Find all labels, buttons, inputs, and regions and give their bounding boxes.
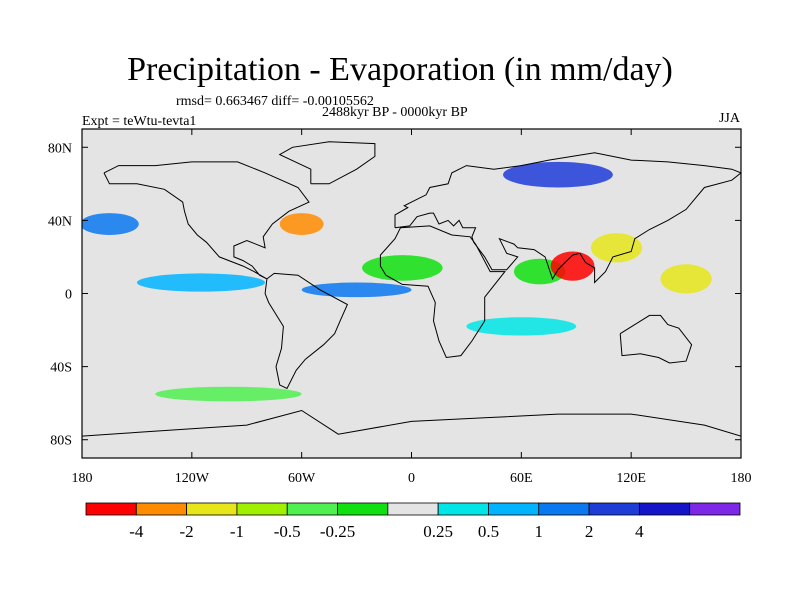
colorbar-label: 0.25 [423, 522, 453, 541]
colorbar-label: 1 [535, 522, 544, 541]
period-line: 2488kyr BP - 0000kyr BP [322, 105, 468, 120]
x-tick-label: 180 [72, 471, 93, 486]
colorbar-label: -0.5 [274, 522, 301, 541]
y-tick-label: 80N [48, 141, 72, 156]
colorbar-label: 0.5 [478, 522, 499, 541]
colorbar-swatch [337, 502, 389, 516]
colorbar-label: 4 [635, 522, 644, 541]
field-patch [503, 161, 613, 188]
field-patch [155, 386, 302, 402]
colorbar-label: -1 [230, 522, 244, 541]
y-tick-label: 40N [48, 214, 72, 229]
colorbar-label: 2 [585, 522, 594, 541]
coastline [278, 141, 376, 185]
field-patch [660, 264, 712, 294]
colorbar-swatch [286, 502, 338, 516]
colorbar-swatch [135, 502, 188, 516]
x-tick-label: 180 [731, 471, 752, 486]
colorbar-swatch [437, 502, 489, 516]
colorbar-label: -2 [180, 522, 194, 541]
coastline [103, 161, 310, 280]
field-patch [590, 233, 643, 263]
x-tick-label: 120W [175, 471, 210, 486]
axis-ticks: 180 120W 60W 0 60E 120E 180 80N 40N 0 40S 80S [48, 129, 752, 486]
colorbar-swatch [186, 502, 238, 516]
coastline [379, 225, 506, 359]
coastline [264, 272, 349, 390]
stats-line: rmsd= 0.663467 diff= -0.00105562 [176, 94, 374, 109]
colorbar-swatch [85, 502, 137, 516]
field-patch [301, 282, 412, 298]
map-title: Precipitation - Evaporation (in mm/day) [127, 51, 673, 88]
field-patch [362, 255, 443, 281]
colorbar-swatch [689, 502, 741, 516]
colorbar-swatch [638, 502, 691, 516]
x-tick-label: 60E [510, 471, 533, 486]
x-tick-label: 120E [616, 471, 646, 486]
field-patch [550, 251, 595, 281]
x-tick-label: 60W [288, 471, 316, 486]
colorbar-swatch [236, 502, 288, 516]
experiment-label: Expt = teWtu-tevta1 [82, 114, 197, 129]
colorbar-swatch [488, 502, 540, 516]
coastline [394, 152, 741, 284]
colorbar-label: -0.25 [320, 522, 355, 541]
coastline [82, 409, 741, 437]
colorbar-swatch [588, 502, 640, 516]
y-tick-label: 40S [50, 361, 72, 376]
colorbar: -4 -2 -1 -0.5 -0.25 0.25 0.5 1 2 4 [85, 502, 741, 541]
coastline-layer [82, 141, 741, 437]
field-patch [82, 213, 139, 236]
field-patch [136, 273, 266, 292]
y-tick-label: 0 [65, 288, 72, 303]
y-tick-label: 80S [50, 434, 72, 449]
colorbar-swatch [538, 502, 590, 516]
colorbar-label: -4 [129, 522, 144, 541]
field-patch [466, 317, 577, 336]
field-patch [279, 213, 324, 236]
map-background [82, 129, 741, 458]
season-label: JJA [718, 111, 740, 126]
coastline [619, 314, 693, 364]
x-tick-label: 0 [408, 471, 415, 486]
colorbar-swatch [387, 502, 439, 516]
